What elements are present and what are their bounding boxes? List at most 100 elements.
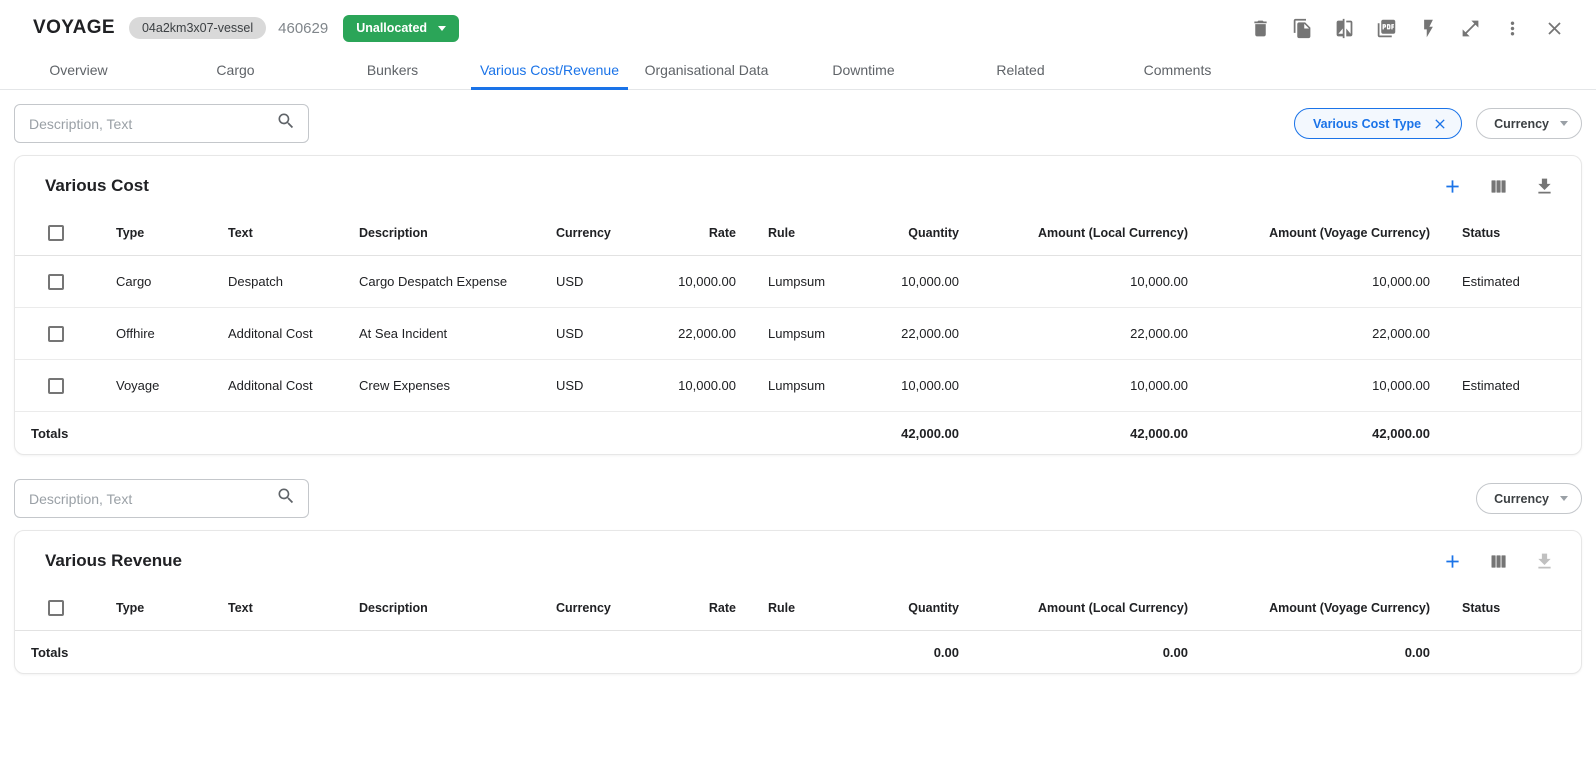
col-rate: Rate	[631, 226, 736, 240]
cell-rule: Lumpsum	[736, 274, 856, 289]
cell-amount-voyage: 10,000.00	[1188, 378, 1430, 393]
cell-description: Crew Expenses	[344, 378, 541, 393]
col-amount-voyage: Amount (Voyage Currency)	[1188, 226, 1430, 240]
cell-amount-local: 10,000.00	[959, 274, 1188, 289]
table-row[interactable]: Cargo Despatch Cargo Despatch Expense US…	[15, 256, 1581, 308]
revenue-search-box	[14, 479, 309, 518]
pdf-export-icon[interactable]	[1374, 16, 1398, 40]
revenue-table-header: Type Text Description Currency Rate Rule…	[15, 585, 1581, 631]
various-cost-panel: Various Cost Type Text Description Curre…	[14, 155, 1582, 455]
cell-currency: USD	[541, 274, 631, 289]
search-icon	[276, 486, 296, 511]
cell-type: Voyage	[101, 378, 213, 393]
cell-rate: 22,000.00	[631, 326, 736, 341]
currency-filter-chip[interactable]: Currency	[1476, 108, 1582, 139]
col-rule: Rule	[736, 601, 856, 615]
chevron-down-icon	[438, 26, 446, 31]
delete-icon[interactable]	[1248, 16, 1272, 40]
tab-overview[interactable]: Overview	[0, 56, 157, 90]
search-icon	[276, 111, 296, 136]
tab-related[interactable]: Related	[942, 56, 1099, 90]
various-revenue-title: Various Revenue	[45, 551, 182, 571]
cost-search-box	[14, 104, 309, 143]
close-icon[interactable]	[1542, 16, 1566, 40]
cell-rate: 10,000.00	[631, 378, 736, 393]
totals-label: Totals	[15, 645, 101, 660]
cell-type: Offhire	[101, 326, 213, 341]
table-row[interactable]: Offhire Additonal Cost At Sea Incident U…	[15, 308, 1581, 360]
page-title: VOYAGE	[33, 17, 115, 39]
copy-icon[interactable]	[1290, 16, 1314, 40]
cell-text: Additonal Cost	[213, 378, 344, 393]
cell-quantity: 10,000.00	[856, 378, 959, 393]
cell-rule: Lumpsum	[736, 378, 856, 393]
tab-various-cost-revenue[interactable]: Various Cost/Revenue	[471, 56, 628, 90]
more-options-icon[interactable]	[1500, 16, 1524, 40]
currency-chip-label: Currency	[1494, 117, 1549, 131]
col-quantity: Quantity	[856, 601, 959, 615]
col-amount-voyage: Amount (Voyage Currency)	[1188, 601, 1430, 615]
col-type: Type	[101, 601, 213, 615]
voyage-number: 460629	[278, 20, 328, 37]
cost-search-input[interactable]	[29, 116, 276, 132]
col-text: Text	[213, 226, 344, 240]
select-all-checkbox[interactable]	[48, 600, 64, 616]
header-toolbar	[1248, 16, 1566, 40]
col-currency: Currency	[541, 601, 631, 615]
cell-rate: 10,000.00	[631, 274, 736, 289]
row-checkbox[interactable]	[48, 378, 64, 394]
currency-filter-chip[interactable]: Currency	[1476, 483, 1582, 514]
col-amount-local: Amount (Local Currency)	[959, 601, 1188, 615]
cell-amount-voyage: 10,000.00	[1188, 274, 1430, 289]
cost-totals-row: Totals 42,000.00 42,000.00 42,000.00	[15, 412, 1581, 454]
flash-icon[interactable]	[1416, 16, 1440, 40]
totals-amount-local: 42,000.00	[959, 426, 1188, 441]
status-dropdown-button[interactable]: Unallocated	[343, 15, 459, 42]
col-amount-local: Amount (Local Currency)	[959, 226, 1188, 240]
download-icon[interactable]	[1533, 175, 1555, 197]
cell-currency: USD	[541, 378, 631, 393]
cell-rule: Lumpsum	[736, 326, 856, 341]
tab-bunkers[interactable]: Bunkers	[314, 56, 471, 90]
col-description: Description	[344, 226, 541, 240]
various-cost-title: Various Cost	[45, 176, 149, 196]
chevron-down-icon	[1560, 496, 1568, 501]
totals-quantity: 42,000.00	[856, 426, 959, 441]
download-icon	[1533, 550, 1555, 572]
cell-description: Cargo Despatch Expense	[344, 274, 541, 289]
col-type: Type	[101, 226, 213, 240]
row-checkbox[interactable]	[48, 326, 64, 342]
tab-organisational-data[interactable]: Organisational Data	[628, 56, 785, 90]
cost-filter-row: Various Cost Type Currency	[0, 90, 1596, 155]
cell-description: At Sea Incident	[344, 326, 541, 341]
expand-icon[interactable]	[1458, 16, 1482, 40]
add-row-icon[interactable]	[1441, 550, 1463, 572]
table-row[interactable]: Voyage Additonal Cost Crew Expenses USD …	[15, 360, 1581, 412]
revenue-search-input[interactable]	[29, 491, 276, 507]
col-text: Text	[213, 601, 344, 615]
revenue-totals-row: Totals 0.00 0.00 0.00	[15, 631, 1581, 673]
totals-quantity: 0.00	[856, 645, 959, 660]
tab-downtime[interactable]: Downtime	[785, 56, 942, 90]
cell-text: Despatch	[213, 274, 344, 289]
totals-amount-voyage: 42,000.00	[1188, 426, 1430, 441]
cost-table-header: Type Text Description Currency Rate Rule…	[15, 210, 1581, 256]
cell-amount-local: 22,000.00	[959, 326, 1188, 341]
cell-quantity: 22,000.00	[856, 326, 959, 341]
col-description: Description	[344, 601, 541, 615]
chip-close-icon[interactable]	[1432, 116, 1448, 132]
cell-text: Additonal Cost	[213, 326, 344, 341]
compare-icon[interactable]	[1332, 16, 1356, 40]
filter-chip-various-cost-type[interactable]: Various Cost Type	[1294, 108, 1462, 139]
select-all-checkbox[interactable]	[48, 225, 64, 241]
cell-status: Estimated	[1430, 274, 1581, 289]
row-checkbox[interactable]	[48, 274, 64, 290]
columns-icon[interactable]	[1487, 175, 1509, 197]
tab-cargo[interactable]: Cargo	[157, 56, 314, 90]
revenue-filter-row: Currency	[0, 455, 1596, 530]
col-rate: Rate	[631, 601, 736, 615]
vessel-chip: 04a2km3x07-vessel	[129, 17, 266, 39]
columns-icon[interactable]	[1487, 550, 1509, 572]
tab-comments[interactable]: Comments	[1099, 56, 1256, 90]
add-row-icon[interactable]	[1441, 175, 1463, 197]
